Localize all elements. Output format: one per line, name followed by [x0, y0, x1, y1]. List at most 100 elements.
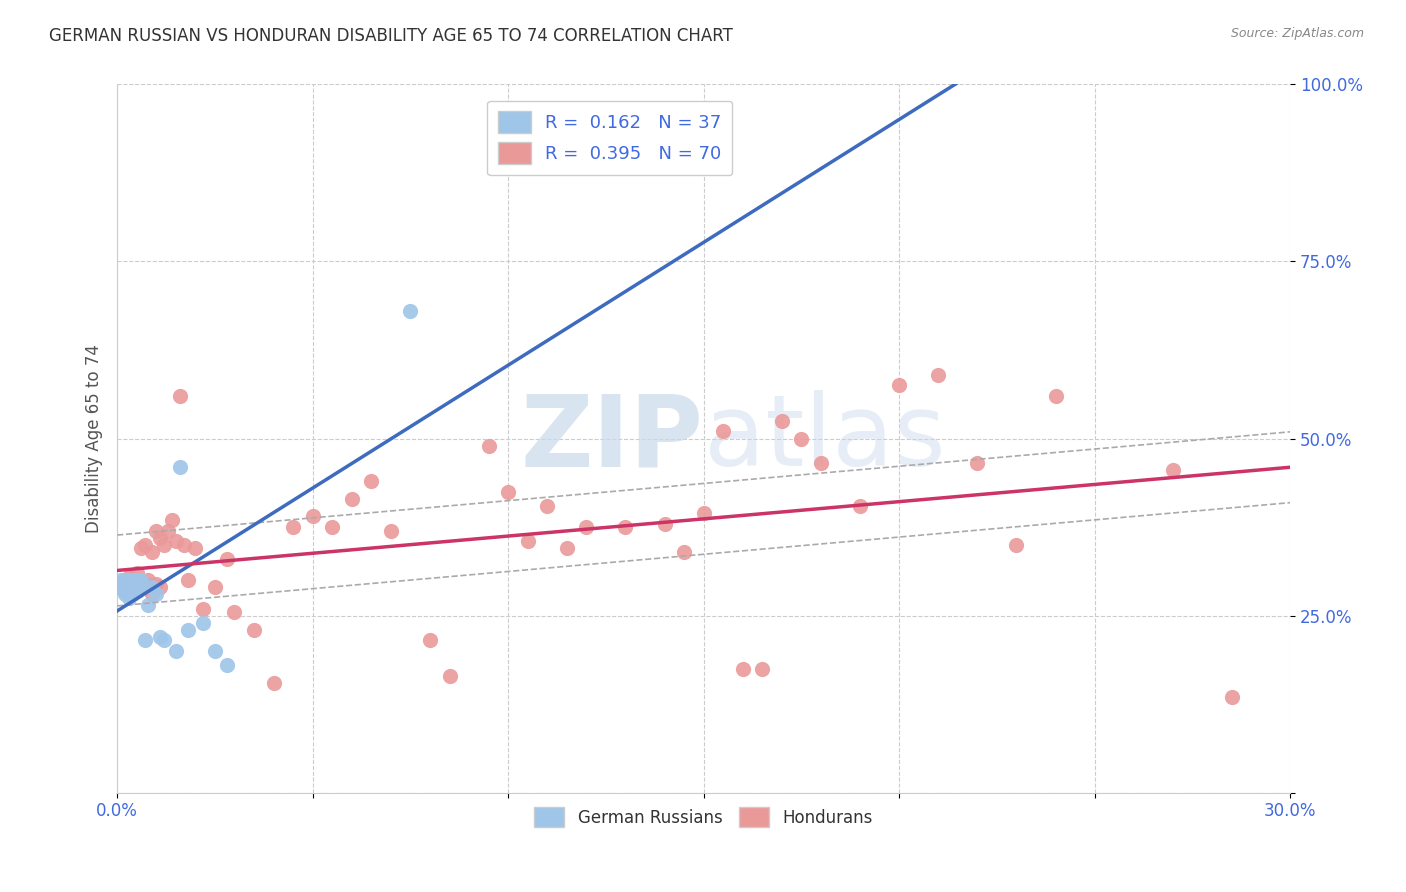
Point [114, 576, 136, 591]
Point [125, 583, 148, 598]
Point [215, 658, 238, 673]
Point [145, 576, 167, 591]
Point [193, 601, 215, 615]
Point [243, 623, 266, 637]
Point [536, 499, 558, 513]
Point [141, 587, 163, 601]
Text: atlas: atlas [703, 390, 945, 487]
Text: ZIP: ZIP [520, 390, 703, 487]
Point [118, 587, 141, 601]
Point [301, 509, 323, 524]
Point [121, 587, 143, 601]
Point [439, 669, 461, 683]
Point [118, 583, 141, 598]
Point [129, 576, 152, 591]
Point [114, 587, 136, 601]
Point [114, 573, 136, 587]
Point [654, 516, 676, 531]
Point [204, 644, 226, 658]
Point [121, 580, 143, 594]
Point [121, 573, 143, 587]
Point [496, 484, 519, 499]
Point [1161, 463, 1184, 477]
Point [399, 304, 422, 318]
Point [153, 538, 176, 552]
Point [575, 520, 598, 534]
Point [810, 456, 832, 470]
Point [157, 524, 180, 538]
Point [141, 545, 163, 559]
Point [731, 662, 754, 676]
Point [129, 573, 152, 587]
Point [114, 576, 136, 591]
Point [849, 499, 872, 513]
Point [204, 580, 226, 594]
Point [145, 587, 167, 601]
Point [184, 541, 207, 556]
Point [673, 545, 696, 559]
Point [141, 580, 163, 594]
Point [176, 623, 198, 637]
Point [889, 378, 911, 392]
Point [114, 580, 136, 594]
Point [169, 459, 191, 474]
Legend: German Russians, Hondurans: German Russians, Hondurans [527, 800, 880, 834]
Point [118, 576, 141, 591]
Point [770, 414, 793, 428]
Point [555, 541, 578, 556]
Point [165, 644, 187, 658]
Point [125, 573, 148, 587]
Point [927, 368, 949, 382]
Point [193, 615, 215, 630]
Point [321, 520, 343, 534]
Point [110, 576, 132, 591]
Point [1045, 389, 1067, 403]
Point [134, 538, 156, 552]
Text: GERMAN RUSSIAN VS HONDURAN DISABILITY AGE 65 TO 74 CORRELATION CHART: GERMAN RUSSIAN VS HONDURAN DISABILITY AG… [49, 27, 733, 45]
Point [263, 676, 285, 690]
Point [224, 605, 246, 619]
Point [110, 580, 132, 594]
Point [129, 580, 152, 594]
Point [125, 583, 148, 598]
Point [110, 580, 132, 594]
Point [215, 552, 238, 566]
Point [751, 662, 773, 676]
Point [138, 573, 160, 587]
Point [149, 630, 172, 644]
Point [478, 439, 501, 453]
Point [711, 425, 734, 439]
Point [380, 524, 402, 538]
Point [118, 576, 141, 591]
Point [176, 573, 198, 587]
Point [138, 598, 160, 612]
Point [692, 506, 714, 520]
Point [114, 583, 136, 598]
Point [114, 583, 136, 598]
Point [281, 520, 304, 534]
Point [118, 569, 141, 583]
Point [419, 633, 441, 648]
Point [121, 576, 143, 591]
Point [153, 633, 176, 648]
Point [1220, 690, 1243, 704]
Point [129, 541, 152, 556]
Point [614, 520, 637, 534]
Point [118, 573, 141, 587]
Text: Source: ZipAtlas.com: Source: ZipAtlas.com [1230, 27, 1364, 40]
Point [125, 580, 148, 594]
Point [169, 389, 191, 403]
Point [110, 576, 132, 591]
Y-axis label: Disability Age 65 to 74: Disability Age 65 to 74 [86, 344, 103, 533]
Point [134, 576, 156, 591]
Point [340, 491, 363, 506]
Point [118, 583, 141, 598]
Point [125, 576, 148, 591]
Point [125, 566, 148, 580]
Point [516, 534, 538, 549]
Point [1005, 538, 1028, 552]
Point [790, 432, 813, 446]
Point [129, 580, 152, 594]
Point [149, 531, 172, 545]
Point [145, 524, 167, 538]
